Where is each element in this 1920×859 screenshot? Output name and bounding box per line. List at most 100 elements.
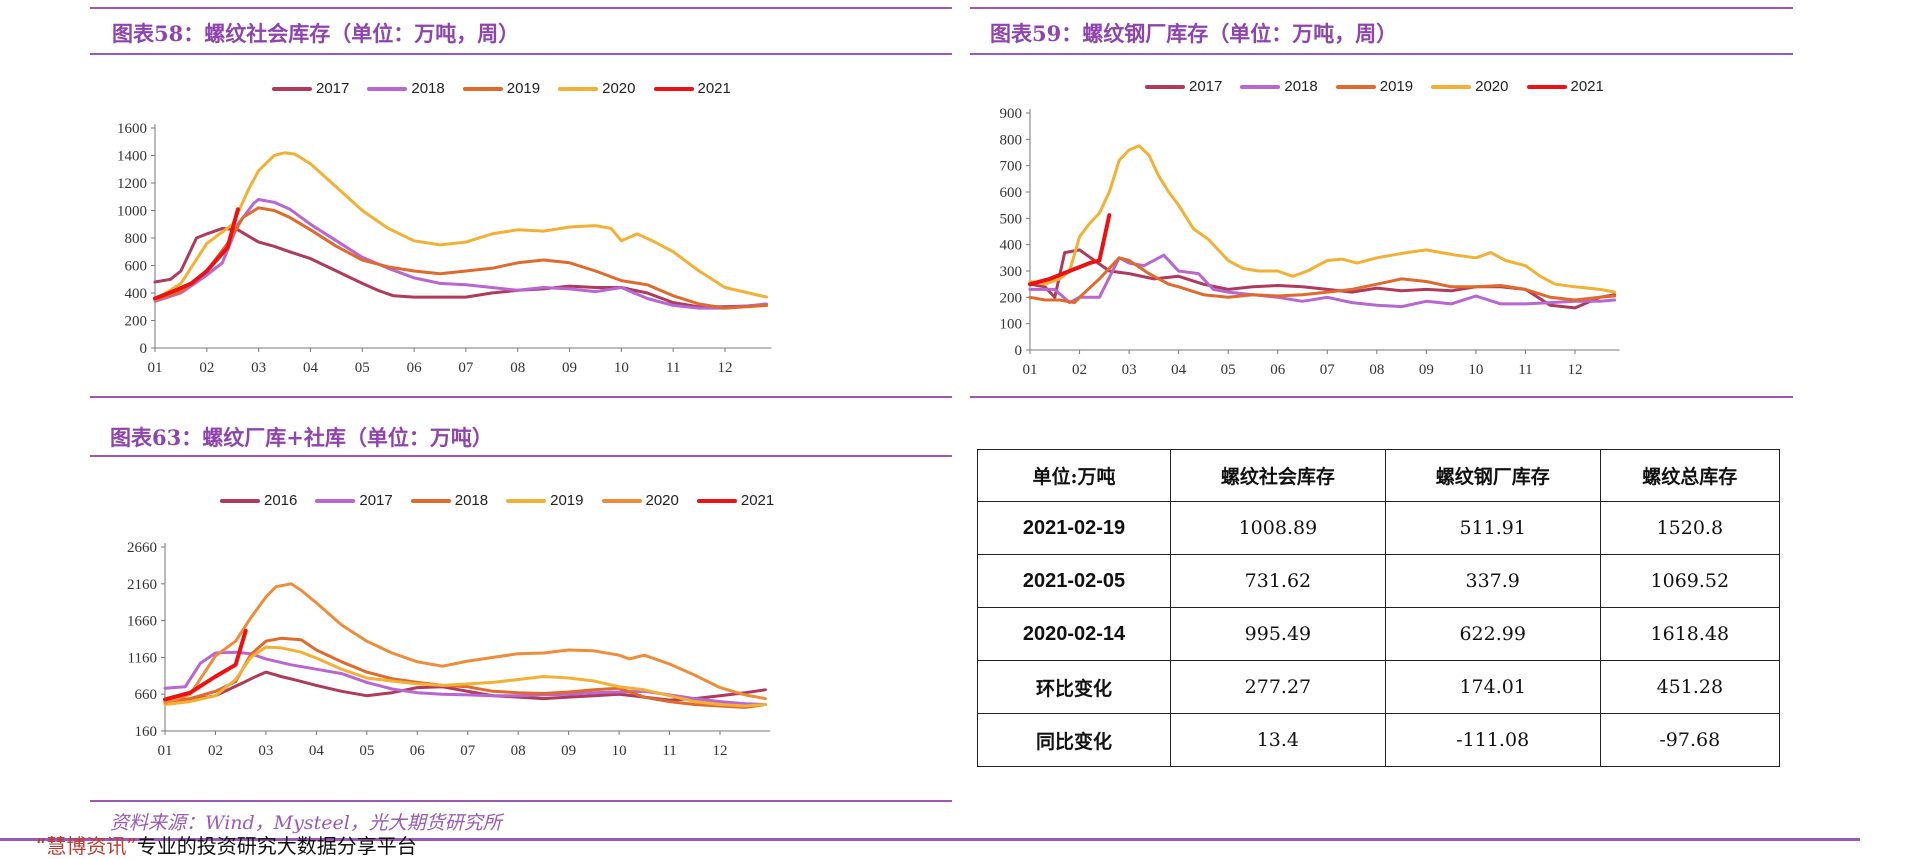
legend-swatch [367,86,408,91]
legend-swatch [462,86,503,91]
table-cell: 13.4 [1169,713,1386,767]
y-tick-label: 300 [1000,264,1023,280]
chart59-svg: 0 100 200 300 400 500 600 700 800 900 01 02 03 04 05 06… [1000,106,1620,378]
x-tick-label: 03 [1122,362,1137,378]
y-tick-label: 1200 [117,176,147,192]
y-tick-label: 900 [1000,106,1023,122]
rule-mid-left [90,396,952,398]
x-tick-label: 05 [359,743,374,759]
y-tick-label: 0 [140,341,148,357]
y-tick-label: 200 [125,314,148,330]
x-tick-label: 04 [1171,362,1187,378]
legend-item-2019: 2019 [506,492,584,509]
x-tick-label: 01 [148,360,163,376]
chart63-title: 图表63：螺纹厂库+社库（单位：万吨） [110,425,493,450]
legend-swatch [220,498,260,503]
chart63-svg: 160 660 1160 1660 2160 2660 01 02 03 04 05 06 07 08 09… [127,540,771,759]
table-cell: 1520.8 [1599,501,1781,555]
x-tick-label: 08 [511,743,526,759]
legend-swatch [653,86,694,91]
y-tick-label: 1000 [117,204,147,220]
legend-label: 2020 [602,80,636,97]
legend-label: 2018 [1284,78,1318,95]
series-line-2020 [153,151,768,302]
table-header-cell: 螺纹社会库存 [1169,449,1386,502]
x-tick-label: 11 [1518,362,1532,378]
chart59-title: 图表59：螺纹钢厂库存（单位：万吨，周） [990,21,1398,46]
legend-item-2017: 2017 [315,492,393,509]
chart58-title: 图表58：螺纹社会库存（单位：万吨，周） [112,21,520,46]
table-cell: 277.27 [1169,660,1386,714]
series-line-2020 [163,582,767,705]
legend-label: 2019 [550,492,584,509]
x-tick-label: 06 [1270,362,1286,378]
legend-item-2020: 2020 [558,80,636,97]
series-line-2017 [153,226,768,309]
chart59-legend: 2017 2018 2019 2020 2021 [1145,78,1604,95]
x-tick-label: 03 [258,743,273,759]
legend-label: 2020 [1475,78,1509,95]
table-cell: 1008.89 [1169,501,1386,555]
table-cell: 622.99 [1384,607,1601,661]
x-tick-label: 09 [562,360,577,376]
table-cell: 174.01 [1384,660,1601,714]
legend-item-2019: 2019 [1335,78,1413,95]
y-tick-label: 100 [1000,317,1023,333]
y-tick-label: 1660 [127,614,157,630]
chart58-legend: 2017 2018 2019 2020 2021 [272,80,731,97]
table-row-label: 2021-02-05 [977,554,1171,608]
series-line-2021 [163,628,248,702]
rule-mid-right [970,396,1793,398]
x-tick-label: 08 [510,360,525,376]
table-cell: -111.08 [1384,713,1601,767]
legend-item-2021: 2021 [653,80,731,97]
x-tick-label: 07 [1320,362,1336,378]
legend-swatch [272,86,312,91]
x-tick-label: 02 [199,360,214,376]
legend-label: 2021 [740,492,775,509]
legend-label: 2019 [506,80,541,97]
x-tick-label: 01 [1023,362,1038,378]
legend-label: 2017 [316,80,350,97]
x-tick-label: 07 [458,360,474,376]
table-cell: 511.91 [1384,501,1601,555]
legend-item-2017: 2017 [1145,78,1222,95]
inventory-table: 单位:万吨 螺纹社会库存 螺纹钢厂库存 螺纹总库存 2021-02-19 100… [977,449,1781,767]
table-row: 2021-02-19 1008.89 511.91 1520.8 [977,501,1781,555]
y-tick-label: 660 [135,687,158,703]
legend-swatch [696,498,737,503]
x-tick-label: 11 [662,743,676,759]
legend-item-2020: 2020 [1431,78,1509,95]
x-tick-label: 09 [561,743,576,759]
table-row: 2020-02-14 995.49 622.99 1618.48 [977,607,1781,661]
rule-top-left [90,7,952,9]
y-tick-label: 1160 [128,650,157,666]
legend-label: 2021 [1570,78,1604,95]
y-tick-label: 600 [1000,185,1023,201]
table-header-row: 单位:万吨 螺纹社会库存 螺纹钢厂库存 螺纹总库存 [977,449,1781,502]
legend-label: 2018 [411,80,445,97]
y-tick-label: 400 [1000,238,1023,254]
table-row-label: 2021-02-19 [977,501,1171,555]
series-line-2019 [163,645,767,708]
footer-brand[interactable]: “慧博资讯” [36,834,137,858]
legend-swatch [1240,84,1281,89]
y-tick-label: 500 [1000,211,1023,227]
x-tick-label: 07 [460,743,476,759]
table-header-cell: 螺纹钢厂库存 [1384,449,1601,502]
table-row-label: 环比变化 [977,660,1171,714]
y-tick-label: 1400 [117,149,147,165]
y-tick-label: 160 [135,724,158,740]
x-tick-label: 03 [251,360,266,376]
legend-item-2021: 2021 [696,492,775,509]
x-tick-label: 02 [1072,362,1087,378]
table-row-label: 2020-02-14 [977,607,1171,661]
footer-text: 专业的投资研究大数据分享平台 [136,834,417,858]
x-tick-label: 05 [355,360,370,376]
x-tick-label: 02 [208,743,223,759]
legend-item-2018: 2018 [367,80,445,97]
x-tick-label: 09 [1419,362,1434,378]
x-tick-label: 11 [666,360,680,376]
table-row-label: 同比变化 [977,713,1171,767]
table-cell: 995.49 [1169,607,1386,661]
